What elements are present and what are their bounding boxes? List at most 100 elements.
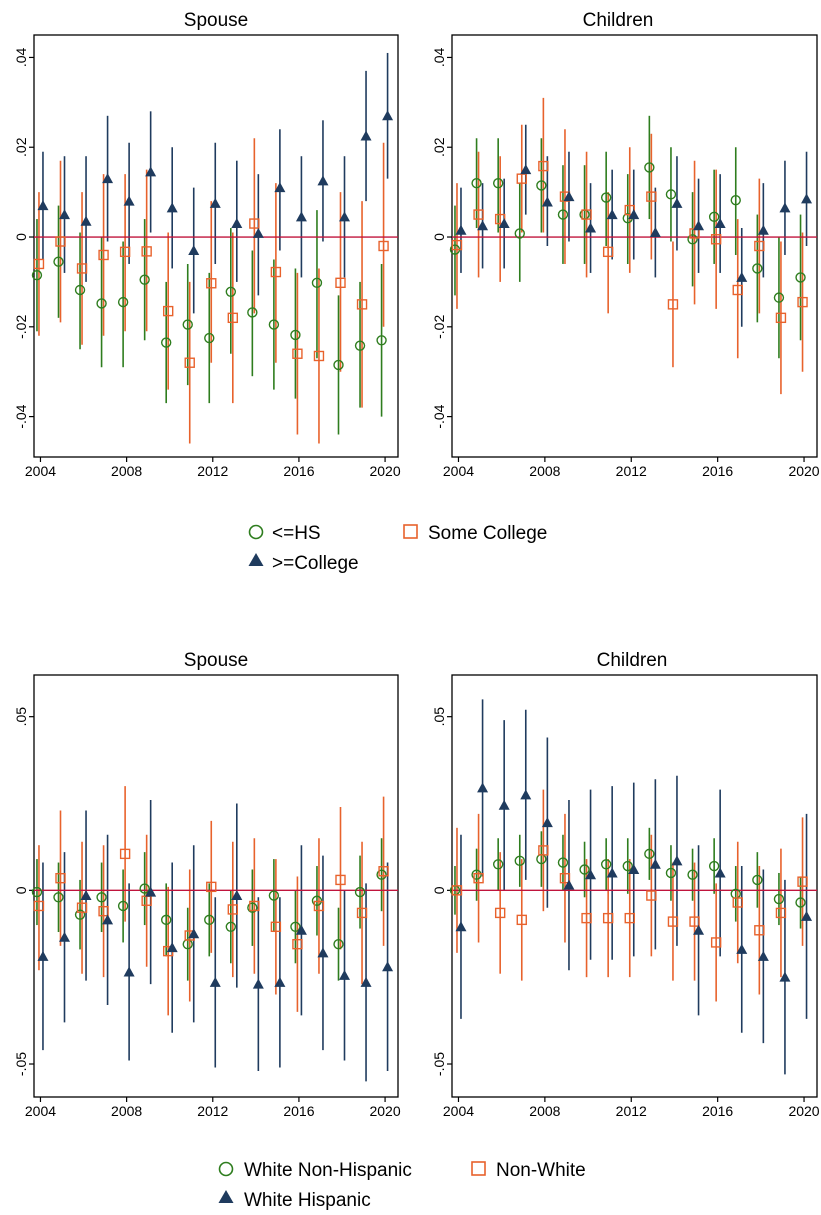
x-tick-label: 2016 (702, 463, 733, 479)
point-circle (139, 274, 150, 285)
point-square (227, 312, 239, 324)
legend-education: <=HS Some College >=College (248, 523, 547, 574)
legend-item: <=HS (248, 523, 321, 544)
point-circle (225, 286, 237, 297)
plot-frame (33, 34, 399, 458)
legend-marker-square (471, 1161, 486, 1176)
point-square (98, 249, 109, 261)
point-square (335, 277, 346, 289)
point-triangle (714, 218, 726, 229)
point-triangle (360, 976, 372, 987)
point-triangle (736, 271, 748, 282)
point-triangle (606, 867, 618, 878)
x-tick-label: 2004 (443, 1103, 474, 1119)
point-square (184, 357, 195, 368)
x-tick-label: 2016 (702, 1103, 733, 1119)
point-square (356, 299, 368, 310)
point-square (141, 246, 152, 257)
y-tick-label: -.04 (431, 404, 447, 428)
point-circle (773, 292, 785, 303)
point-triangle (37, 950, 49, 961)
point-triangle (541, 196, 553, 207)
panel-education-spouse: Spouse -.04 -.02 0 .02 .04 2004 2008 2012 2016 20… (13, 10, 401, 479)
point-triangle (477, 782, 489, 793)
point-circle (795, 272, 806, 283)
legend-marker-triangle (218, 1190, 234, 1203)
point-circle (53, 892, 64, 903)
point-circle (622, 860, 633, 872)
point-circle (557, 209, 569, 220)
point-triangle (520, 789, 532, 800)
point-square (55, 236, 66, 247)
point-square (538, 160, 549, 172)
point-triangle (102, 173, 114, 184)
point-triangle (736, 943, 748, 954)
point-triangle (123, 966, 135, 977)
point-triangle (231, 218, 243, 229)
point-triangle (779, 971, 791, 982)
point-triangle (145, 166, 157, 177)
point-circle (644, 848, 655, 860)
point-circle (665, 867, 677, 879)
plot-frame (33, 674, 399, 1098)
point-circle (752, 874, 763, 886)
point-square (270, 921, 282, 933)
point-square (335, 874, 346, 886)
point-square (624, 912, 635, 924)
x-tick-label: 2020 (788, 1103, 819, 1119)
point-square (516, 914, 527, 926)
point-triangle (585, 222, 597, 233)
point-square (55, 872, 66, 884)
point-square (98, 905, 109, 917)
point-circle (247, 902, 258, 913)
y-tick-label: .02 (13, 137, 29, 157)
legend-label: White Hispanic (244, 1190, 371, 1211)
point-square (206, 278, 217, 289)
point-circle (687, 234, 698, 245)
point-circle (117, 296, 129, 308)
point-triangle (757, 224, 769, 235)
point-square (119, 848, 131, 860)
legend-label: White Non-Hispanic (244, 1160, 412, 1181)
point-triangle (209, 976, 221, 987)
point-triangle (498, 799, 510, 810)
panel-title: Spouse (184, 650, 248, 671)
point-square (797, 296, 808, 308)
point-triangle (102, 914, 114, 925)
x-tick-label: 2008 (529, 463, 560, 479)
point-triangle (317, 947, 329, 958)
x-tick-label: 2016 (283, 463, 314, 479)
point-triangle (801, 910, 813, 921)
point-triangle (628, 209, 640, 220)
point-square (292, 938, 303, 950)
point-triangle (671, 855, 683, 866)
point-square (754, 925, 765, 936)
point-circle (708, 211, 720, 223)
point-square (249, 218, 260, 229)
x-tick-label: 2008 (529, 1103, 560, 1119)
y-tick-label: .02 (431, 137, 447, 157)
panel-race-spouse: Spouse -.05 0 .05 2004 2008 2012 2016 2020 (13, 650, 401, 1119)
point-triangle (317, 175, 329, 186)
y-tick-label: 0 (431, 233, 447, 241)
point-square (710, 234, 722, 245)
point-circle (117, 900, 129, 912)
point-triangle (671, 197, 683, 208)
x-tick-label: 2008 (111, 463, 142, 479)
point-circle (536, 180, 547, 191)
y-tick-label: .04 (431, 48, 447, 68)
point-circle (333, 359, 344, 371)
x-tick-label: 2004 (25, 1103, 56, 1119)
point-triangle (295, 924, 307, 935)
point-square (667, 916, 679, 927)
point-triangle (563, 879, 575, 890)
y-tick-label: 0 (13, 233, 29, 241)
point-square (206, 881, 217, 893)
point-square (602, 246, 614, 258)
point-circle (687, 869, 698, 880)
legend-race: White Non-Hispanic Non-White White Hispa… (218, 1160, 586, 1211)
point-circle (730, 195, 741, 206)
point-circle (354, 886, 366, 898)
legend-item: Some College (403, 523, 547, 544)
point-circle (471, 869, 482, 880)
